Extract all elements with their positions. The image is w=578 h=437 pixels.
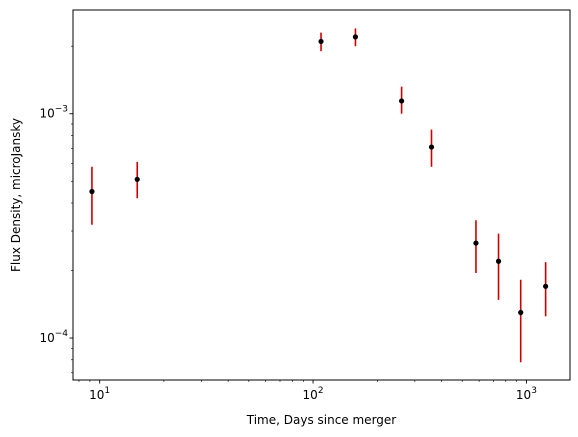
data-point	[318, 38, 324, 45]
x-tick-label: 103	[516, 386, 537, 402]
axis-ticks	[69, 45, 527, 384]
data-point	[518, 309, 524, 316]
data-point	[352, 34, 359, 40]
x-tick-exponent: 3	[531, 386, 537, 396]
x-tick-base: 10	[303, 388, 318, 402]
data-point	[134, 176, 140, 182]
y-tick-exponent: −4	[55, 329, 69, 339]
plot-area	[72, 9, 571, 381]
y-tick-base: 10	[39, 331, 54, 345]
x-tick-base: 10	[89, 388, 104, 402]
x-tick-base: 10	[516, 388, 531, 402]
y-tick-base: 10	[39, 107, 54, 121]
y-tick-label: 10−4	[39, 329, 68, 345]
data-point	[473, 240, 479, 246]
x-axis-label: Time, Days since merger	[246, 413, 397, 427]
data-point	[89, 188, 95, 195]
data-point	[399, 98, 405, 104]
data-point	[495, 258, 502, 264]
x-tick-exponent: 1	[104, 386, 110, 396]
data-point	[428, 144, 435, 150]
x-tick-label: 102	[303, 386, 324, 402]
data-point	[543, 283, 549, 289]
y-axis-label: Flux Density, microJansky	[9, 118, 23, 272]
data-points	[89, 34, 549, 316]
x-tick-label: 101	[89, 386, 110, 402]
x-tick-exponent: 2	[318, 386, 324, 396]
y-tick-label: 10−3	[39, 105, 68, 121]
y-tick-exponent: −3	[55, 105, 68, 115]
